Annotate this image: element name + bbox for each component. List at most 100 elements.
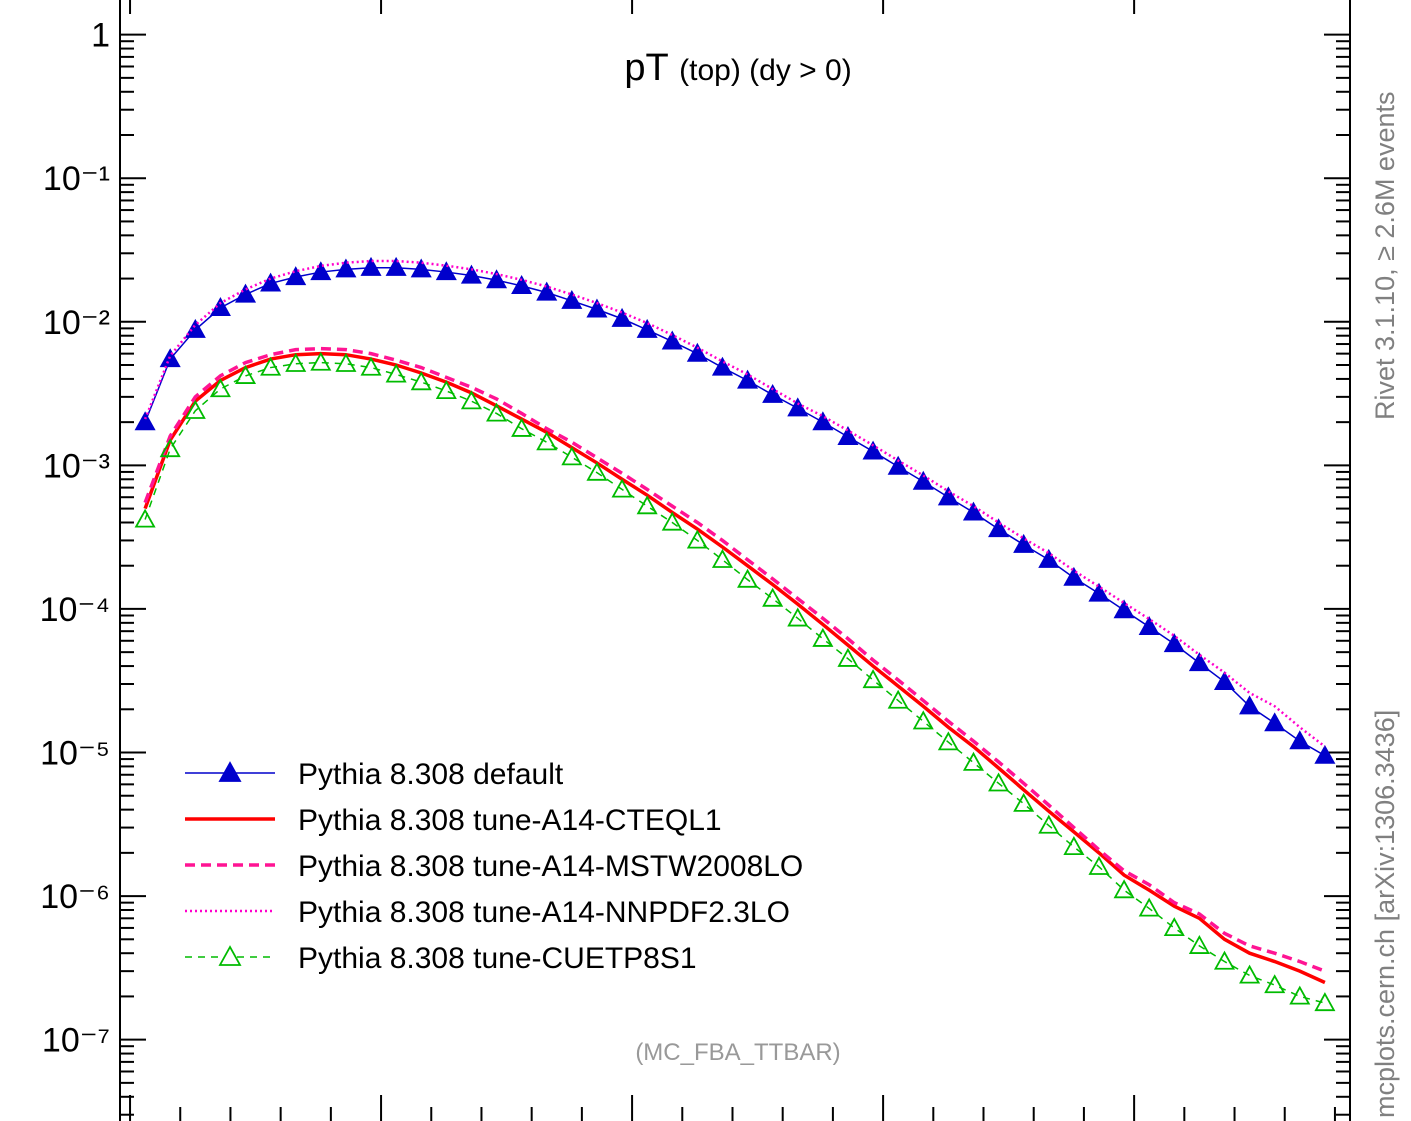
data-point-marker [260,272,282,292]
series-group [143,351,1326,985]
data-point-marker [887,455,909,475]
y-tick-label: 1 [91,17,110,55]
data-point-marker [1088,855,1110,875]
data-point-marker [335,258,357,278]
legend-label: Pythia 8.308 default [298,758,564,791]
data-point-marker [410,258,432,278]
data-point-marker [460,264,482,284]
data-point-marker [636,318,658,338]
data-point-marker [1314,992,1336,1012]
data-point-marker [310,351,332,371]
data-point-marker [962,751,984,771]
data-point-marker [1264,974,1286,994]
y-tick-label: 10⁻⁵ [40,735,110,773]
series-line [144,266,1326,757]
legend-entry: Pythia 8.308 tune-A14-NNPDF2.3LO [185,896,790,929]
plot-frame [119,0,1351,1121]
data-point-marker [435,380,457,400]
chart-title: pT (top) (dy > 0) [624,47,851,89]
data-point-marker [962,501,984,521]
y-tick-label: 10⁻³ [43,447,110,485]
data-point-marker [335,352,357,372]
legend-entry: Pythia 8.308 tune-CUETP8S1 [185,942,697,975]
series-group [143,259,1326,748]
data-point-marker [661,330,683,350]
legend-label: Pythia 8.308 tune-A14-MSTW2008LO [298,850,803,883]
series-line [143,259,1326,748]
data-point-marker [234,283,257,303]
data-point-marker [209,378,231,398]
data-point-marker [536,431,558,451]
series-line [143,351,1326,985]
data-point-marker [209,297,231,316]
series-group [134,351,1336,1012]
legend-label: Pythia 8.308 tune-A14-NNPDF2.3LO [298,896,790,929]
data-point-marker [912,710,934,730]
data-point-marker [1239,964,1261,984]
data-point-marker [1188,935,1210,954]
data-point-marker [812,627,834,647]
legend-entry: Pythia 8.308 tune-A14-CTEQL1 [185,804,722,837]
data-point-marker [360,356,382,376]
data-point-marker [385,363,407,383]
data-point-marker [385,256,407,276]
data-point-marker [536,281,558,301]
data-point-marker [1113,879,1135,899]
data-point-marker [511,274,533,294]
data-point-marker [1063,566,1085,586]
legend-label: Pythia 8.308 tune-A14-CTEQL1 [298,804,722,837]
series-group [143,346,1326,973]
data-point-marker [762,587,784,607]
data-point-marker [988,518,1010,538]
y-axis: 1 10⁻¹ 10⁻² 10⁻³ 10⁻⁴ 10⁻⁵ 10⁻⁶ 10⁻⁷ [40,0,1350,1121]
legend-entry: Pythia 8.308 tune-A14-MSTW2008LO [185,850,803,883]
data-point-marker [1013,792,1035,812]
data-point-marker [887,689,909,709]
data-point-marker [762,383,784,403]
data-point-marker [837,647,859,667]
data-point-marker [686,529,708,549]
data-point-marker [1163,633,1185,653]
data-point-marker [1213,950,1236,970]
chart-title-sub: (top) (dy > 0) [679,54,852,87]
data-point-marker [862,669,884,689]
data-point-marker [184,399,206,419]
data-point-marker [486,269,508,289]
y-tick-label: 10⁻⁷ [42,1022,110,1060]
data-point-marker [937,486,959,506]
source-reference-label: mcplots.cern.ch [arXiv:1306.3436] [1370,710,1400,1118]
data-point-marker [1013,533,1035,553]
data-point-marker [1289,730,1311,750]
series-line [143,346,1326,973]
data-point-marker [511,417,533,437]
data-point-marker [285,266,307,286]
data-point-marker [410,371,432,391]
data-point-marker [1088,582,1110,602]
data-point-marker [988,772,1010,792]
y-tick-label: 10⁻⁶ [40,878,110,916]
data-point-marker [586,298,608,318]
data-point-marker [737,369,759,389]
data-point-marker [435,261,457,281]
data-point-marker [787,607,809,627]
chart-title-main: pT [624,47,668,89]
data-point-marker [837,425,859,445]
data-point-marker [1138,616,1160,635]
data-point-marker [1314,744,1336,764]
y-tick-label: 10⁻¹ [43,160,110,198]
data-point-marker [134,411,156,431]
data-point-marker [862,440,884,460]
legend-marker [218,761,242,782]
data-point-marker [285,352,307,372]
data-point-marker [686,342,708,362]
data-point-marker [486,402,508,422]
analysis-watermark: (MC_FBA_TTBAR) [635,1039,840,1066]
legend: Pythia 8.308 default Pythia 8.308 tune-A1… [185,758,803,975]
data-point-marker [636,495,658,515]
data-point-marker [611,478,633,498]
data-point-marker [1264,712,1286,732]
data-point-marker [460,390,482,410]
data-point-marker [812,411,834,431]
data-point-marker [661,511,683,531]
